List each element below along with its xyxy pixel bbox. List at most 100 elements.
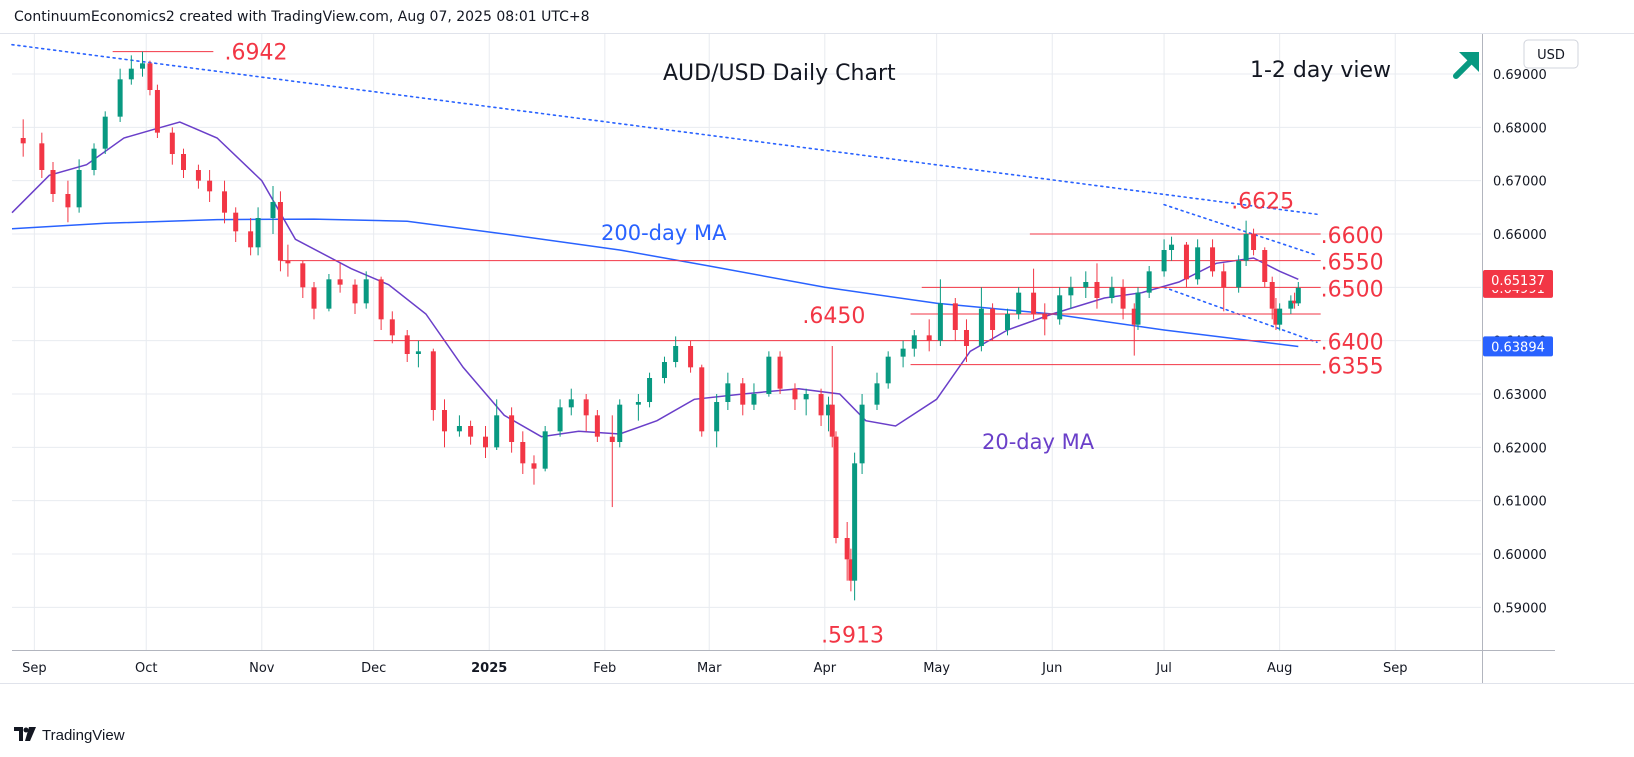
candle-body (181, 154, 186, 170)
candle-body (751, 394, 756, 405)
candle-body (610, 437, 615, 442)
candle-body (1121, 287, 1126, 308)
level-label: .6355 (1321, 355, 1384, 380)
candle (662, 357, 667, 384)
candle (979, 287, 984, 351)
currency-label: USD (1537, 48, 1565, 63)
ma20-line (12, 122, 1298, 437)
candle-body (714, 402, 719, 431)
candle-body (65, 194, 70, 207)
candle-body (1083, 282, 1088, 287)
x-tick-label: Nov (249, 661, 275, 676)
candle-body (819, 394, 824, 415)
candle (233, 207, 238, 242)
level-label: .6625 (1231, 190, 1294, 215)
candle-body (636, 402, 641, 405)
x-tick-label: Feb (593, 661, 616, 676)
currency-box: USD (1524, 40, 1578, 68)
y-tick-label: 0.69000 (1493, 68, 1547, 83)
candle-body (912, 335, 917, 348)
ma20-label: 20-day MA (982, 430, 1095, 454)
candle (1057, 287, 1062, 324)
dotted-trendline (1164, 287, 1317, 342)
candle-body (938, 303, 943, 340)
candle-body (207, 181, 212, 192)
up-right-arrow-icon (1456, 52, 1479, 76)
tradingview-wordmark: TradingView (42, 727, 125, 744)
candle (938, 279, 943, 346)
candle-body (405, 335, 410, 354)
tradingview-logo-icon (14, 726, 36, 745)
candle-body (416, 351, 421, 354)
candle-body (740, 383, 745, 404)
candle (714, 394, 719, 447)
candle-body (673, 346, 678, 362)
candle (147, 61, 152, 96)
x-tick-label: 2025 (471, 661, 507, 676)
candle (483, 426, 488, 458)
y-tick-label: 0.62000 (1493, 441, 1547, 456)
y-tick-label: 0.60000 (1493, 548, 1547, 563)
candle (103, 111, 108, 154)
candle-body (1169, 245, 1174, 250)
candle (155, 85, 160, 138)
ma20-layer (12, 122, 1298, 437)
candle (140, 52, 145, 77)
candle-body (256, 218, 261, 247)
candle-body (285, 261, 290, 264)
candle (312, 282, 317, 319)
candle-body (312, 287, 317, 308)
candle-body (1057, 295, 1062, 319)
candle-body (990, 309, 995, 330)
x-tick-label: Sep (1383, 661, 1408, 676)
candle (196, 165, 201, 189)
candle (1162, 239, 1167, 276)
candle (416, 341, 421, 368)
level-label: .6550 (1321, 251, 1384, 276)
price-tag: 0.63894 (1483, 336, 1553, 356)
candles-layer (21, 52, 1301, 601)
candle-body (520, 442, 525, 463)
candle-body (92, 149, 97, 170)
candle (1121, 279, 1126, 319)
candle-body (927, 335, 932, 340)
view-label: 1-2 day view (1250, 58, 1391, 83)
candle-body (326, 279, 331, 308)
candle-body (338, 279, 343, 284)
candle (270, 186, 275, 234)
candle (1042, 303, 1047, 335)
candle-body (901, 349, 906, 357)
candle (405, 330, 410, 362)
price-tag-label: 0.63894 (1491, 340, 1545, 355)
candle-body (804, 394, 809, 399)
candle-body (1270, 282, 1275, 309)
candle (1068, 277, 1073, 309)
candle (207, 170, 212, 202)
candle-body (270, 202, 275, 218)
candle (1135, 287, 1140, 330)
candle (953, 298, 958, 341)
candle-body (874, 383, 879, 404)
candle (617, 399, 622, 447)
chart-title: AUD/USD Daily Chart (663, 61, 896, 86)
candle (442, 399, 447, 447)
candle (39, 133, 44, 178)
candle (688, 341, 693, 373)
candle-body (725, 383, 730, 402)
candle-body (860, 405, 865, 464)
candle-body (353, 285, 358, 304)
candle-body (766, 357, 771, 394)
candle-body (1109, 287, 1114, 298)
candle (833, 431, 838, 543)
candle-body (792, 389, 797, 400)
candle-body (1162, 250, 1167, 271)
candle (595, 410, 600, 442)
candle-body (390, 319, 395, 335)
level-label: .6450 (802, 304, 865, 329)
y-tick-label: 0.67000 (1493, 175, 1547, 190)
candle (1296, 282, 1301, 306)
candle (740, 378, 745, 415)
x-tick-label: Sep (22, 661, 47, 676)
candle (1083, 271, 1088, 298)
